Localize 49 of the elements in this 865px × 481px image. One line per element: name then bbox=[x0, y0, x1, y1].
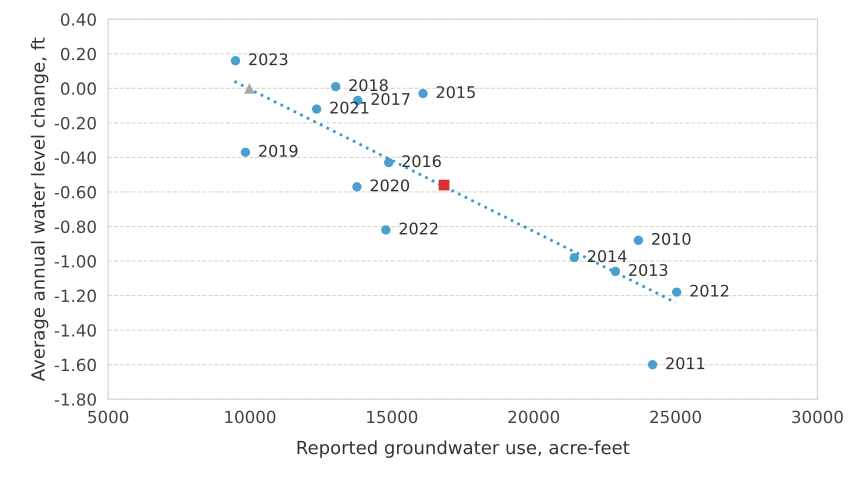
point bbox=[240, 148, 250, 157]
x-tick-label: 20000 bbox=[508, 410, 560, 424]
annotation: 2022 bbox=[400, 222, 438, 235]
point bbox=[381, 225, 391, 235]
y-tick-label: -0.80 bbox=[54, 220, 96, 234]
point bbox=[648, 360, 658, 370]
annotation: 2011 bbox=[666, 357, 704, 370]
y-axis-title: Average annual water level change, ft bbox=[30, 38, 48, 382]
y-tick-label: -1.00 bbox=[54, 255, 96, 268]
y-tick-label: -1.80 bbox=[54, 393, 96, 406]
annotation: 2012 bbox=[690, 284, 728, 297]
point bbox=[570, 252, 579, 262]
y-tick-label: -0.20 bbox=[54, 116, 96, 130]
annotation: 2017 bbox=[371, 92, 410, 106]
point bbox=[438, 180, 450, 190]
x-tick-label: 25000 bbox=[650, 410, 701, 424]
y-tick-label: 0.00 bbox=[61, 82, 96, 95]
y-tick-label: -0.40 bbox=[54, 151, 96, 164]
point bbox=[331, 82, 340, 92]
annotation: 2010 bbox=[652, 232, 690, 245]
x-tick-label: 15000 bbox=[367, 410, 418, 424]
annotation: 2019 bbox=[259, 144, 298, 157]
annotation: 2020 bbox=[370, 179, 410, 192]
y-tick-label: -1.40 bbox=[54, 324, 96, 337]
y-tick-label: -1.60 bbox=[54, 358, 96, 372]
annotation: 2021 bbox=[330, 102, 368, 114]
x-tick-label: 30000 bbox=[792, 410, 843, 424]
point bbox=[230, 56, 240, 66]
y-tick-label: -0.60 bbox=[54, 186, 96, 199]
point bbox=[352, 182, 362, 192]
point bbox=[634, 236, 644, 245]
annotation: 2023 bbox=[249, 53, 288, 66]
point bbox=[418, 88, 428, 98]
point bbox=[610, 266, 620, 276]
y-tick-label: -1.20 bbox=[54, 290, 96, 302]
x-tick-label: 10000 bbox=[225, 410, 276, 424]
annotation: 2013 bbox=[629, 264, 668, 276]
point bbox=[312, 104, 322, 114]
x-axis-title: Reported groundwater use, acre-feet bbox=[298, 440, 630, 458]
annotation: 2018 bbox=[349, 79, 388, 92]
annotation: 2015 bbox=[436, 86, 475, 98]
y-tick-label: 0.40 bbox=[61, 13, 96, 26]
annotation: 2014 bbox=[588, 250, 627, 262]
point bbox=[384, 158, 394, 168]
point bbox=[244, 82, 255, 94]
y-tick-label: 0.20 bbox=[61, 48, 96, 60]
point bbox=[672, 287, 682, 297]
x-tick-label: 5000 bbox=[88, 410, 128, 424]
annotation: 2016 bbox=[402, 155, 441, 168]
